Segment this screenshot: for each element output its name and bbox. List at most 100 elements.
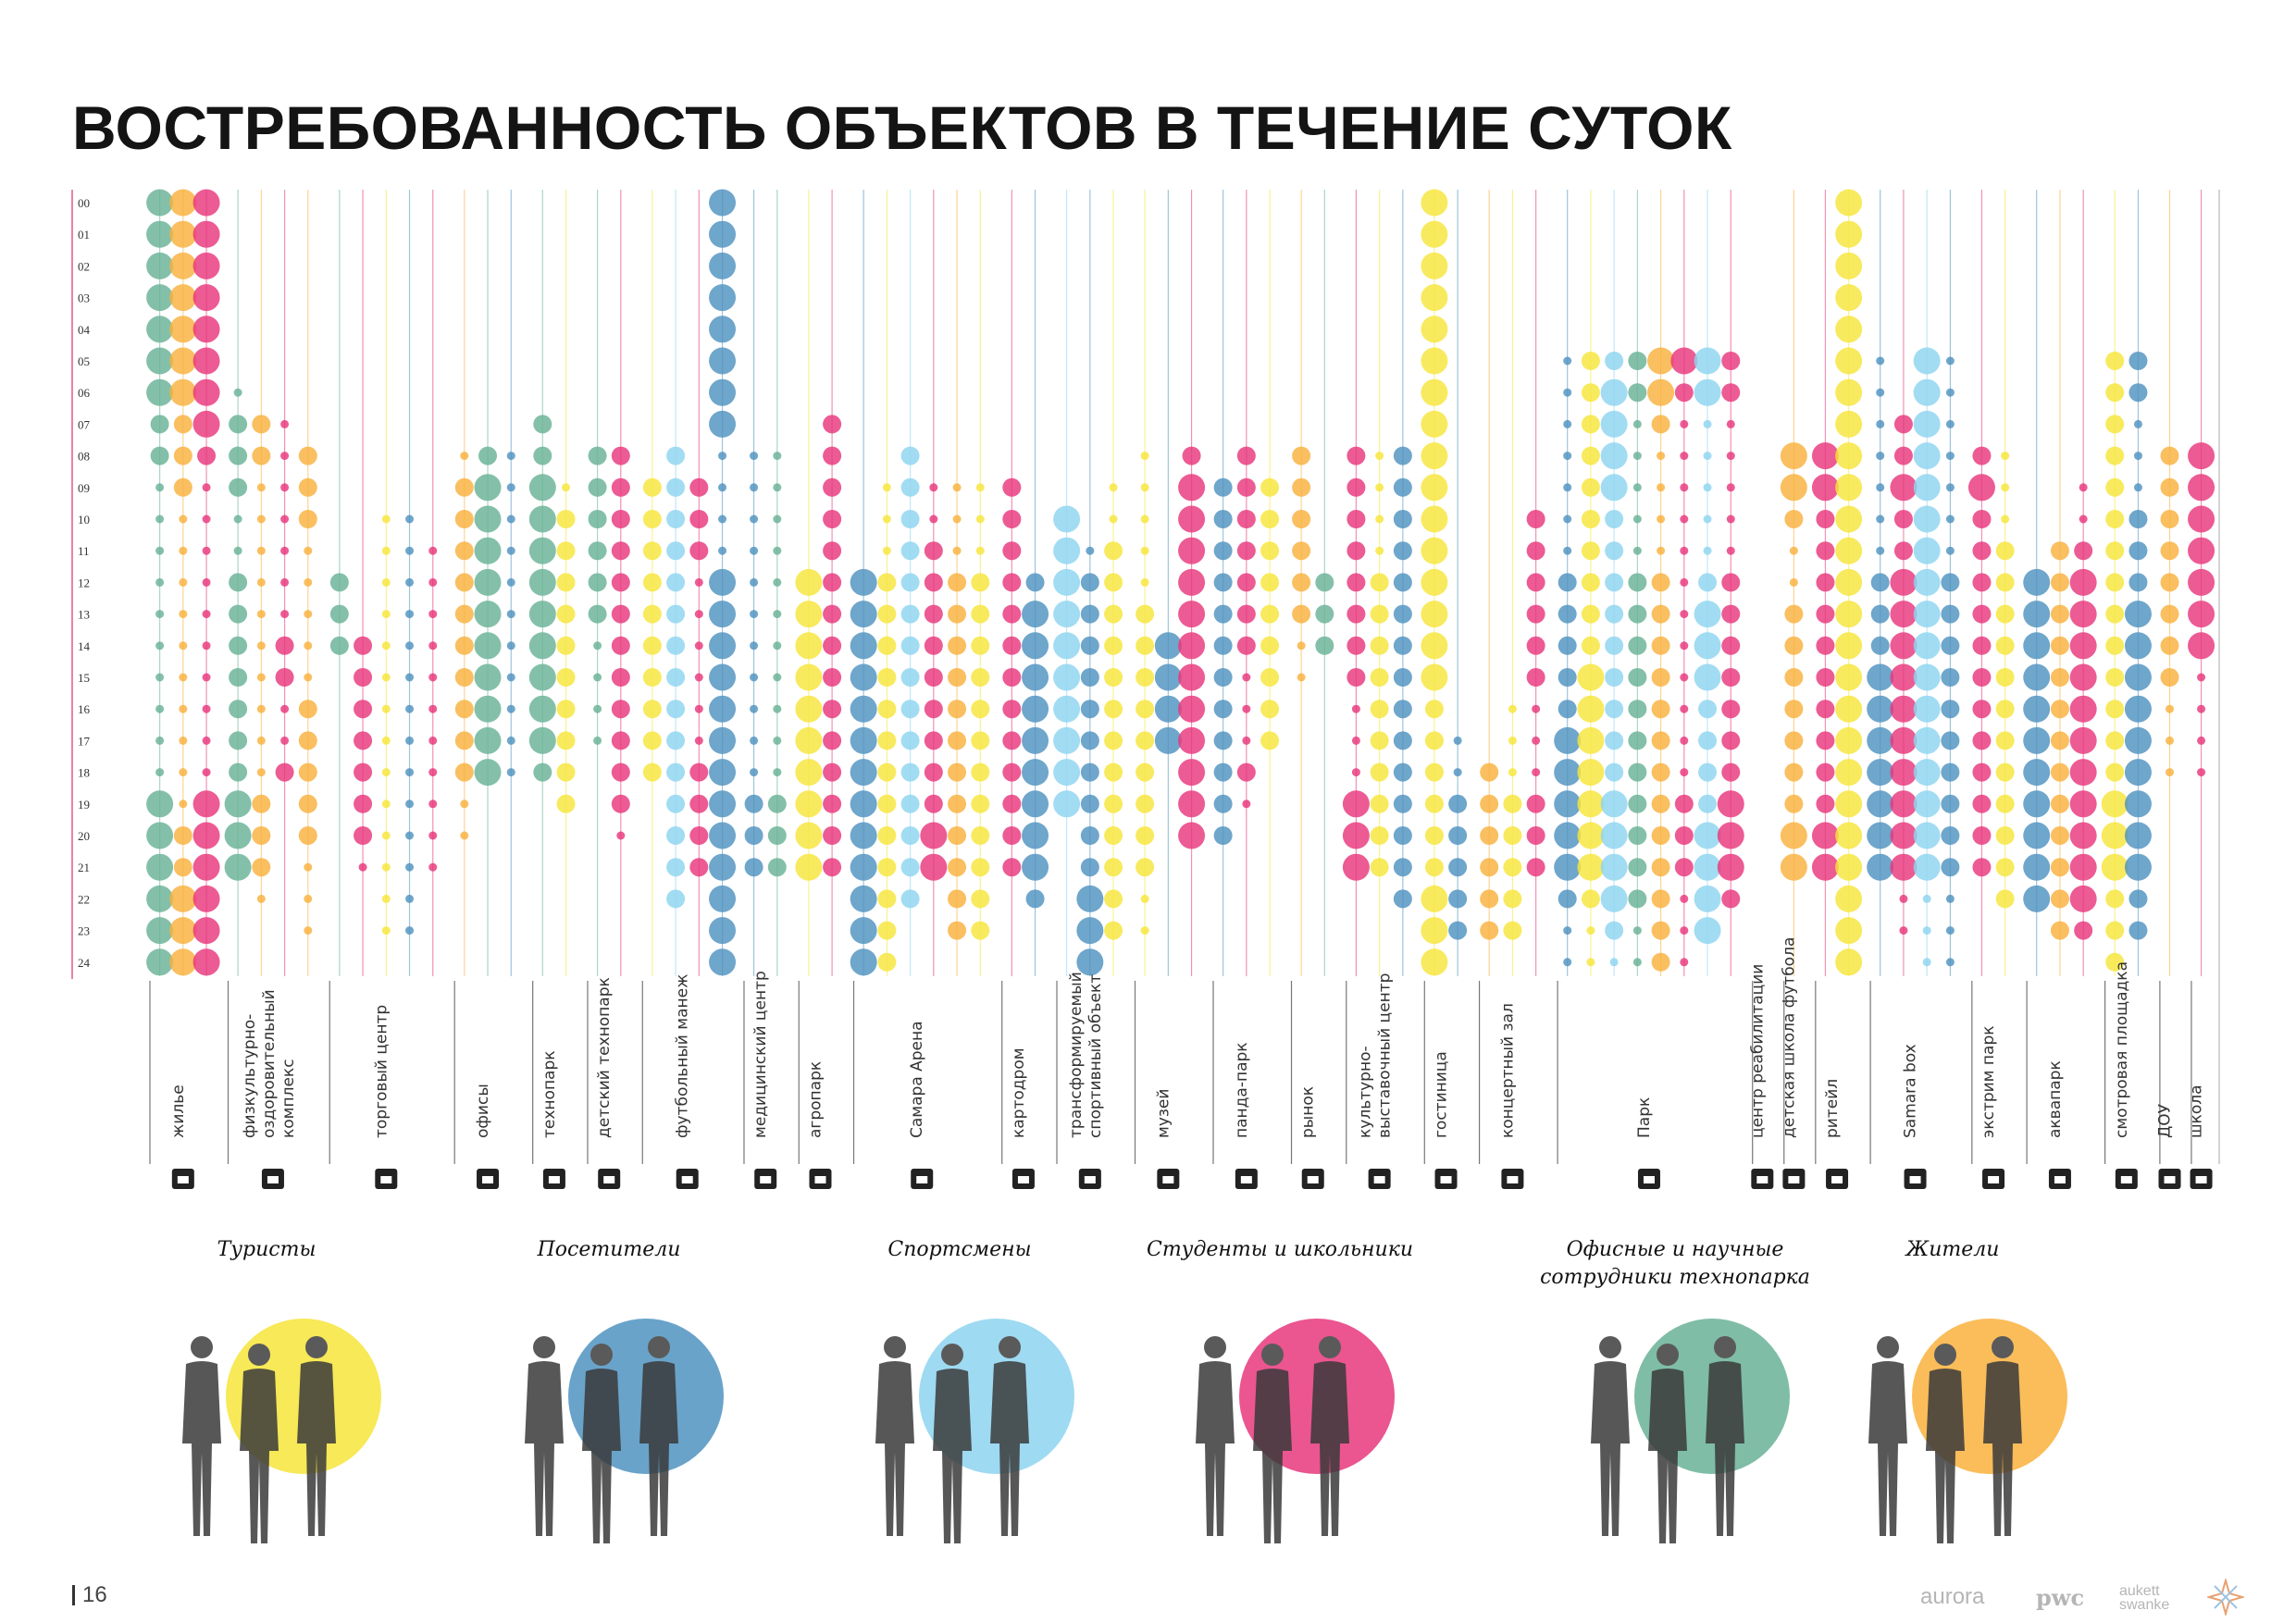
dot-2-1-h10 [233,514,242,524]
dot-22-1-h15 [1816,668,1835,687]
dot-19-5-h15 [1651,668,1670,687]
dot-5-1-h15 [528,663,556,691]
dot-17-2-h21 [1448,858,1468,877]
dot-16-3-h08 [1393,446,1412,465]
dot-23-3-h06 [1913,378,1941,406]
dot-15-1-h10 [1292,510,1311,528]
hour-label-12: 12 [78,576,90,589]
dot-1-3-h12 [202,577,211,587]
dot-14-3-h15 [1260,668,1280,687]
dot-26-1-h24 [2105,952,2125,972]
dot-4-3-h16 [506,704,515,713]
dot-5-1-h16 [528,695,556,723]
dot-3-3-h10 [381,514,391,524]
facility-label-28: школа [2188,1084,2206,1138]
dot-23-2-h11 [1893,541,1913,561]
pool-icon [2048,1169,2071,1189]
dot-10-5-h17 [948,731,967,750]
dot-2-1-h16 [229,700,248,719]
dot-9-2-h17 [823,731,842,750]
dot-16-3-h17 [1393,731,1412,750]
dot-10-4-h18 [924,762,943,782]
hour-label-08: 08 [78,450,90,464]
dot-13-2-h14 [1154,632,1182,660]
dot-26-2-h11 [2128,541,2148,561]
dot-23-4-h15 [1941,668,1960,687]
dot-27-1-h16 [2166,704,2175,713]
dot-1-1-h19 [146,790,174,818]
dot-2-2-h11 [256,546,266,555]
dot-25-2-h21 [2050,858,2069,877]
dot-1-1-h22 [146,885,174,912]
dot-1-1-h05 [146,347,174,375]
dot-2-4-h21 [304,862,313,872]
dot-17-2-h18 [1453,768,1462,777]
dot-22-1-h13 [1816,604,1835,624]
dot-12-2-h18 [1080,762,1099,782]
dot-21-1-h12 [1789,577,1798,587]
dot-16-1-h16 [1351,704,1360,713]
dot-11-2-h13 [1022,601,1049,628]
dot-19-7-h06 [1694,378,1721,406]
dot-11-1-h18 [1002,762,1022,782]
dot-7-2-h09 [666,477,686,497]
dot-23-3-h21 [1913,853,1941,881]
dot-10-2-h24 [877,952,897,972]
pumpkin-icon [809,1169,832,1189]
dot-1-3-h08 [197,446,217,465]
dot-13-3-h15 [1178,663,1206,691]
cart-icon [1826,1169,1849,1189]
dot-7-4-h18 [709,759,737,787]
dot-7-3-h21 [689,858,709,877]
dot-1-3-h11 [202,546,211,555]
dot-2-3-h07 [280,419,290,428]
dot-16-1-h19 [1342,790,1370,818]
dot-17-1-h13 [1421,601,1448,628]
dot-7-3-h20 [689,826,709,845]
dot-1-2-h08 [173,446,192,465]
dot-12-2-h22 [1076,885,1104,912]
dot-15-2-h13 [1315,604,1334,624]
dot-19-3-h08 [1600,442,1628,470]
dot-7-2-h16 [666,700,686,719]
dot-7-4-h19 [709,790,737,818]
dot-6-2-h18 [611,762,630,782]
hour-label-17: 17 [78,734,91,748]
dot-28-1-h08 [2188,442,2215,470]
dot-14-3-h12 [1260,573,1280,592]
dot-19-5-h09 [1657,483,1666,492]
dot-5-1-h07 [533,415,552,434]
dot-19-6-h09 [1680,483,1689,492]
dot-1-1-h23 [146,917,174,945]
dot-2-3-h17 [280,736,290,745]
dot-7-3-h11 [689,541,709,561]
dot-11-2-h16 [1022,695,1049,723]
dot-2-2-h19 [252,794,271,813]
dot-12-1-h12 [1053,568,1081,596]
dot-26-1-h06 [2105,383,2125,403]
dot-12-2-h20 [1080,826,1099,845]
dot-13-3-h11 [1178,537,1206,564]
dot-19-2-h20 [1577,822,1605,849]
dot-4-2-h16 [474,695,502,723]
dot-3-3-h11 [381,546,391,555]
dot-19-6-h10 [1680,514,1689,524]
dot-23-2-h17 [1890,726,1917,754]
dot-1-1-h11 [155,546,165,555]
dot-19-4-h24 [1632,958,1642,967]
dot-2-2-h09 [256,483,266,492]
dot-19-7-h13 [1694,601,1721,628]
dot-19-6-h23 [1680,926,1689,935]
dot-22-2-h09 [1835,474,1863,502]
dot-15-1-h12 [1292,573,1311,592]
dot-19-2-h15 [1577,663,1605,691]
person-figure [297,1336,336,1536]
dot-14-2-h18 [1236,762,1256,782]
dot-13-3-h14 [1178,632,1206,660]
dot-16-3-h12 [1393,573,1412,592]
dot-7-2-h11 [666,541,686,561]
dot-1-2-h01 [169,220,197,248]
dot-10-2-h17 [877,731,897,750]
dot-3-4-h18 [405,768,415,777]
dot-7-4-h06 [709,378,737,406]
